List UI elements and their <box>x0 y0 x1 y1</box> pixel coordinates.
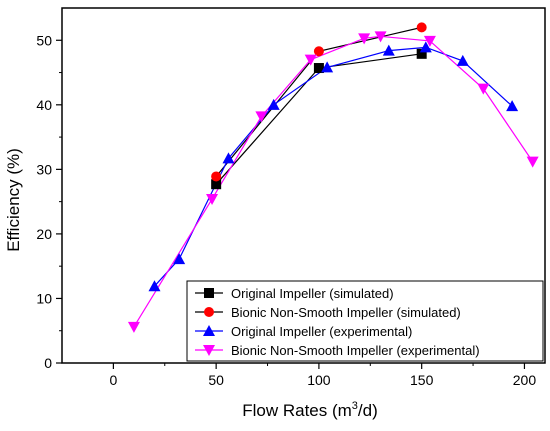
x-tick-label: 100 <box>307 372 331 388</box>
data-point-3 <box>358 33 371 45</box>
y-tick-label: 50 <box>36 32 52 48</box>
data-point-3 <box>255 111 268 123</box>
plot-border <box>61 7 546 364</box>
data-point-0 <box>211 179 222 190</box>
data-point-3 <box>127 321 140 333</box>
x-axis-ticks: 0 50 100 150 200 <box>109 363 536 388</box>
data-point-2 <box>148 280 161 292</box>
legend-marker <box>203 345 215 356</box>
y-axis-ticks: 0 10 20 30 40 50 <box>36 32 62 371</box>
series-markers <box>127 22 539 333</box>
y-tick-label: 20 <box>36 226 52 242</box>
x-axis-title-tail: /d) <box>358 401 378 420</box>
y-tick-label: 40 <box>36 97 52 113</box>
legend-marker <box>204 307 214 317</box>
data-point-2 <box>173 253 186 265</box>
data-point-3 <box>206 194 219 206</box>
legend-label: Bionic Non-Smooth Impeller (simulated) <box>231 305 461 320</box>
legend-label: Original Impeller (experimental) <box>231 324 412 339</box>
y-tick-label: 30 <box>36 161 52 177</box>
y-tick-label: 10 <box>36 290 52 306</box>
data-point-3 <box>304 54 317 66</box>
data-point-1 <box>313 46 324 57</box>
x-axis-title-base: Flow Rates (m <box>242 401 352 420</box>
series-line-2 <box>154 46 513 287</box>
data-point-3 <box>423 35 436 47</box>
legend-marker <box>204 288 214 298</box>
data-point-2 <box>506 100 519 112</box>
data-point-1 <box>416 22 427 33</box>
y-axis-title: Efficiency (%) <box>4 148 23 252</box>
legend-box <box>186 280 544 362</box>
legend-label: Original Impeller (simulated) <box>231 286 394 301</box>
data-point-2 <box>419 41 432 53</box>
legend-label: Bionic Non-Smooth Impeller (experimental… <box>231 343 480 358</box>
data-point-2 <box>382 44 395 56</box>
x-axis-title: Flow Rates (m3/d) <box>242 400 378 420</box>
x-tick-label: 50 <box>208 372 224 388</box>
y-tick-label: 0 <box>44 355 52 371</box>
plot-frame <box>61 7 546 364</box>
data-point-0 <box>416 48 427 59</box>
data-point-2 <box>456 54 469 66</box>
x-tick-label: 200 <box>513 372 537 388</box>
x-axis-title-sup: 3 <box>352 400 358 412</box>
data-point-1 <box>211 171 222 182</box>
x-tick-label: 150 <box>410 372 434 388</box>
data-point-2 <box>222 152 235 164</box>
legend-marker <box>203 325 215 336</box>
data-point-3 <box>477 83 490 95</box>
data-point-2 <box>267 98 280 110</box>
data-point-2 <box>321 61 334 73</box>
x-tick-label: 0 <box>109 372 117 388</box>
legend: Original Impeller (simulated) Bionic Non-… <box>186 280 544 362</box>
data-point-3 <box>526 156 539 168</box>
data-point-0 <box>313 63 324 74</box>
data-point-3 <box>374 31 387 43</box>
